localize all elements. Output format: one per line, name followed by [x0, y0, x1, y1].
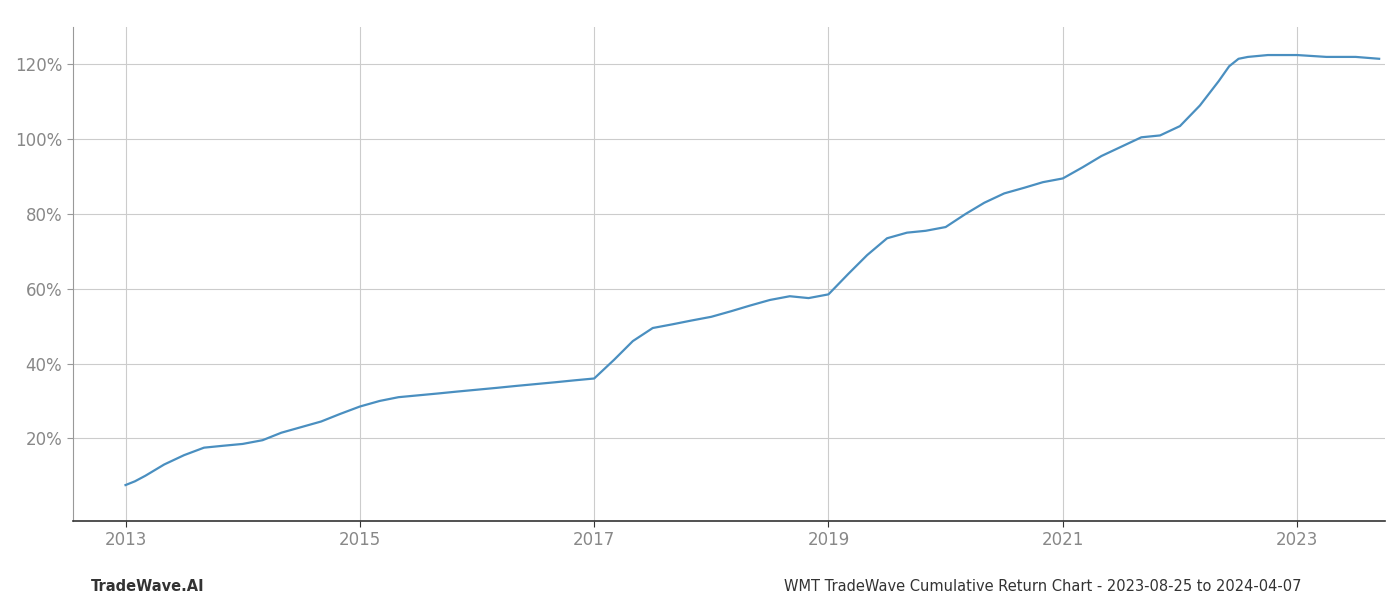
Text: WMT TradeWave Cumulative Return Chart - 2023-08-25 to 2024-04-07: WMT TradeWave Cumulative Return Chart - …	[784, 579, 1302, 594]
Text: TradeWave.AI: TradeWave.AI	[91, 579, 204, 594]
